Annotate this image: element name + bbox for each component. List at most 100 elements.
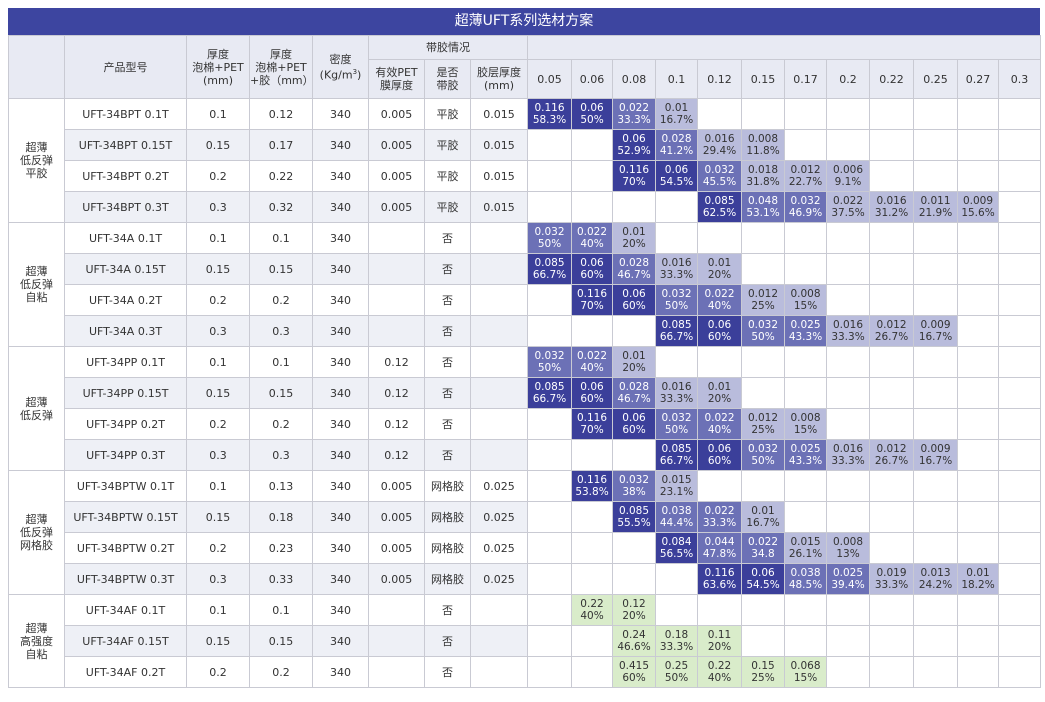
gap-value-cell: 0.06 60%	[612, 408, 656, 440]
compression-value: 0.06	[622, 133, 646, 145]
compression-percent: 16.7%	[659, 114, 694, 126]
compression-value: 0.084	[661, 536, 692, 548]
empty-gap-cell	[869, 346, 914, 378]
thickness-cell: 0.15	[186, 129, 250, 161]
gap-value-cell: 0.06 54.5%	[741, 563, 785, 595]
compression-percent: 50%	[664, 424, 689, 436]
compression-value: 0.019	[876, 567, 907, 579]
thickness-cell: 0.15	[186, 253, 250, 285]
thickness-cell: 0.2	[186, 408, 250, 440]
gap-value-cell: 0.24 46.6%	[612, 625, 656, 657]
empty-gap-cell	[997, 346, 1042, 378]
compression-value: 0.025	[790, 319, 821, 331]
compression-percent: 70%	[622, 176, 646, 188]
compression-percent: 23.1%	[659, 486, 694, 498]
compression-value: 0.01	[707, 381, 732, 393]
compression-value: 0.032	[661, 412, 692, 424]
compression-percent: 33.3%	[831, 455, 865, 467]
model-cell: UFT-34BPTW 0.3T	[64, 563, 187, 595]
gap-value-cell: 0.116 70%	[612, 160, 656, 192]
compression-value: 0.006	[832, 164, 864, 176]
compression-value: 0.012	[747, 288, 779, 300]
table-row: UFT-34PP 0.15T 0.15 0.15 340 0.12 否 0.085 66.7%…	[9, 377, 1042, 409]
pet-film-cell: 0.12	[368, 408, 425, 440]
gap-value-cell: 0.025 39.4%	[826, 563, 870, 595]
gap-value-cell: 0.085 66.7%	[655, 315, 698, 347]
empty-gap-cell	[571, 129, 613, 161]
compression-value: 0.038	[661, 505, 692, 517]
empty-gap-cell	[869, 253, 914, 285]
empty-gap-cell	[913, 532, 958, 564]
compression-percent: 33.3%	[874, 579, 909, 591]
empty-gap-cell	[612, 315, 656, 347]
empty-gap-cell	[957, 594, 999, 626]
compression-percent: 34.8	[751, 548, 775, 560]
compression-value: 0.025	[832, 567, 864, 579]
compression-value: 0.01	[664, 102, 689, 114]
header-line: +胶（mm）	[250, 73, 313, 87]
header-glue-thickness: 胶层厚度 (mm)	[470, 59, 528, 99]
compression-value: 0.012	[876, 319, 907, 331]
thickness-cell: 0.15	[186, 625, 250, 657]
empty-gap-cell	[997, 470, 1042, 502]
compression-percent: 48.5%	[788, 579, 823, 591]
has-glue-cell: 否	[424, 625, 471, 657]
compression-value: 0.009	[920, 319, 951, 331]
empty-gap-cell	[997, 222, 1042, 254]
header-row: 产品型号 厚度 泡棉+PET (mm) 厚度 泡棉+PET +胶（mm） 密度 (Kg/m3) 带…	[8, 35, 1042, 99]
pet-film-cell: 0.005	[368, 191, 425, 223]
compression-value: 0.116	[704, 567, 735, 579]
empty-gap-cell	[784, 98, 827, 130]
thickness-cell: 0.15	[186, 501, 250, 533]
header-line: (mm)	[483, 79, 514, 92]
has-glue-cell: 网格胶	[424, 532, 471, 564]
compression-value: 0.009	[920, 443, 951, 455]
empty-gap-cell	[527, 160, 572, 192]
compression-value: 0.016	[661, 257, 692, 269]
empty-gap-cell	[869, 501, 914, 533]
compression-percent: 21.9%	[918, 207, 953, 219]
empty-gap-cell	[571, 532, 613, 564]
has-glue-cell: 平胶	[424, 191, 471, 223]
thickness-cell: 0.2	[186, 284, 250, 316]
compression-value: 0.032	[534, 350, 565, 362]
gap-value-cell: 0.085 66.7%	[527, 253, 572, 285]
glue-thickness-cell: 0.025	[470, 470, 528, 502]
thickness-cell: 0.3	[186, 439, 250, 471]
header-gap: 0.27	[957, 59, 999, 99]
compression-percent: 40%	[580, 362, 604, 374]
thickness-cell: 0.1	[186, 594, 250, 626]
thickness-cell: 0.2	[186, 160, 250, 192]
compression-value: 0.06	[580, 257, 604, 269]
glue-thickness-cell: 0.015	[470, 98, 528, 130]
compression-percent: 9.1%	[834, 176, 862, 188]
density-cell: 340	[312, 377, 369, 409]
compression-percent: 15%	[793, 424, 818, 436]
glue-thickness-cell	[470, 284, 528, 316]
empty-gap-cell	[997, 563, 1042, 595]
empty-gap-cell	[826, 98, 870, 130]
compression-value: 0.032	[747, 443, 779, 455]
glue-thickness-cell: 0.025	[470, 563, 528, 595]
category-line: 自粘	[25, 647, 48, 661]
gap-value-cell: 0.01 16.7%	[741, 501, 785, 533]
empty-gap-cell	[826, 377, 870, 409]
density-cell: 340	[312, 98, 369, 130]
empty-gap-cell	[869, 129, 914, 161]
pet-film-cell	[368, 253, 425, 285]
model-cell: UFT-34BPT 0.15T	[64, 129, 187, 161]
compression-value: 0.012	[876, 443, 907, 455]
density-cell: 340	[312, 160, 369, 192]
empty-gap-cell	[571, 160, 613, 192]
empty-gap-cell	[741, 346, 785, 378]
thickness-cell: 0.2	[186, 656, 250, 688]
compression-percent: 18.2%	[961, 579, 995, 591]
empty-gap-cell	[527, 594, 572, 626]
header-gap: 0.3	[997, 59, 1042, 99]
density-cell: 340	[312, 253, 369, 285]
header-category	[8, 35, 65, 99]
compression-value: 0.032	[704, 164, 735, 176]
compression-value: 0.048	[747, 195, 779, 207]
model-cell: UFT-34A 0.15T	[64, 253, 187, 285]
gap-value-cell: 0.085 66.7%	[527, 377, 572, 409]
